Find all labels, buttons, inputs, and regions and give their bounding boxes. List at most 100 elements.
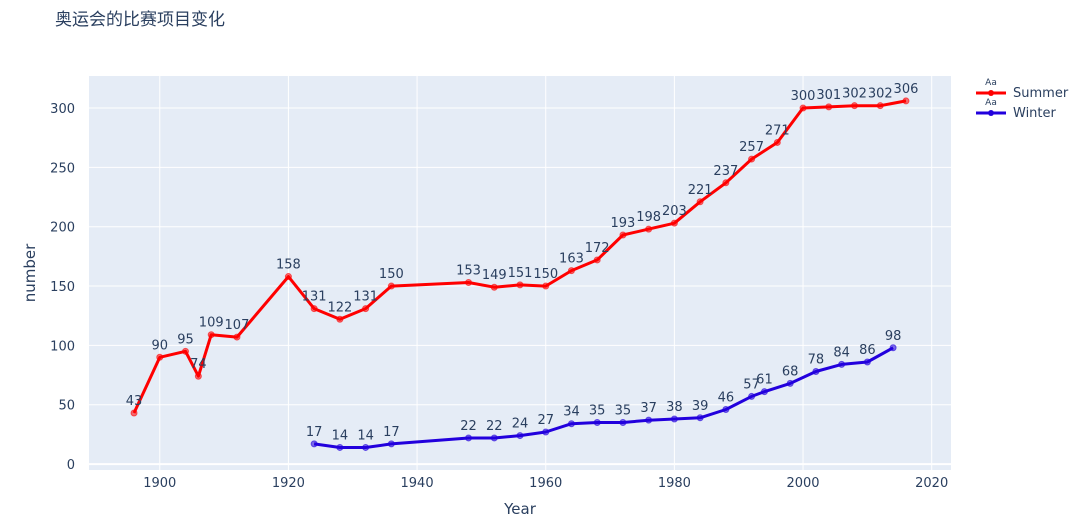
gridlines <box>89 76 951 470</box>
summer-data-label: 302 <box>842 87 867 102</box>
summer-data-label: 203 <box>662 204 687 219</box>
winter-point[interactable] <box>838 360 846 368</box>
y-axis-ticks: 0 50 100 150 200 250 300 <box>50 102 75 473</box>
winter-point[interactable] <box>336 443 344 451</box>
winter-point[interactable] <box>812 368 820 375</box>
winter-point[interactable] <box>362 443 370 451</box>
summer-point[interactable] <box>387 282 395 290</box>
series-layer <box>130 97 910 451</box>
legend-label: Summer <box>1013 86 1069 101</box>
summer-point[interactable] <box>670 219 678 227</box>
summer-point[interactable] <box>362 305 370 313</box>
summer-point[interactable] <box>696 198 704 206</box>
winter-data-label: 57 <box>743 377 760 392</box>
summer-point[interactable] <box>181 347 189 355</box>
y-tick-label: 50 <box>58 399 75 414</box>
legend-item-winter[interactable]: Aa Winter <box>976 98 1057 121</box>
summer-point[interactable] <box>851 102 859 110</box>
winter-data-label: 17 <box>383 425 400 440</box>
summer-data-label: 271 <box>765 123 790 138</box>
y-axis-title: number <box>21 243 39 302</box>
summer-point[interactable] <box>490 283 498 291</box>
summer-data-label: 153 <box>456 263 481 278</box>
legend-item-summer[interactable]: Aa Summer <box>976 78 1069 101</box>
winter-point[interactable] <box>760 388 768 396</box>
x-tick-label: 2020 <box>915 476 948 491</box>
winter-data-label: 35 <box>589 404 606 419</box>
summer-data-label: 74 <box>190 357 207 372</box>
summer-point[interactable] <box>542 282 550 290</box>
winter-point[interactable] <box>567 420 575 428</box>
winter-line[interactable] <box>313 346 894 449</box>
winter-point[interactable] <box>889 344 897 352</box>
summer-point[interactable] <box>284 273 292 281</box>
summer-point[interactable] <box>156 353 164 361</box>
winter-point[interactable] <box>863 358 871 366</box>
winter-point[interactable] <box>748 392 756 400</box>
winter-point[interactable] <box>722 405 730 413</box>
summer-point[interactable] <box>194 372 202 380</box>
summer-point[interactable] <box>465 278 473 286</box>
legend-swatch-marker <box>988 90 994 96</box>
summer-data-label: 306 <box>894 82 919 97</box>
summer-data-label: 151 <box>508 266 533 281</box>
summer-point[interactable] <box>773 138 781 146</box>
summer-point[interactable] <box>516 281 524 289</box>
summer-point[interactable] <box>748 155 756 163</box>
legend-aa-label: Aa <box>985 78 997 88</box>
winter-point[interactable] <box>645 416 653 424</box>
x-tick-label: 1980 <box>658 476 691 491</box>
y-tick-label: 0 <box>67 458 75 473</box>
summer-data-label: 107 <box>225 318 250 333</box>
x-axis-title: Year <box>503 500 537 518</box>
winter-point[interactable] <box>670 415 678 423</box>
summer-data-label: 131 <box>353 290 378 305</box>
winter-point[interactable] <box>387 440 395 448</box>
summer-point[interactable] <box>876 102 884 110</box>
winter-point[interactable] <box>542 428 550 436</box>
y-tick-label: 250 <box>50 161 75 176</box>
winter-data-label: 68 <box>782 364 799 379</box>
summer-point[interactable] <box>902 97 910 105</box>
winter-point[interactable] <box>696 414 704 422</box>
summer-data-label: 163 <box>559 252 584 267</box>
winter-data-label: 35 <box>615 404 632 419</box>
summer-point[interactable] <box>799 104 807 112</box>
winter-point[interactable] <box>619 419 627 427</box>
summer-point[interactable] <box>722 179 730 187</box>
summer-point[interactable] <box>336 315 344 323</box>
winter-point[interactable] <box>490 434 498 442</box>
winter-point[interactable] <box>465 434 473 442</box>
summer-data-label: 257 <box>739 140 764 155</box>
winter-data-label: 17 <box>306 425 323 440</box>
summer-point[interactable] <box>567 267 575 275</box>
winter-point[interactable] <box>786 379 794 387</box>
winter-data-label: 84 <box>833 345 850 360</box>
summer-point[interactable] <box>207 331 215 339</box>
summer-data-label: 90 <box>151 338 168 353</box>
summer-point[interactable] <box>825 103 833 111</box>
winter-data-label: 46 <box>718 390 735 405</box>
winter-data-label: 39 <box>692 399 709 414</box>
summer-data-label: 95 <box>177 332 194 347</box>
summer-point[interactable] <box>619 231 627 239</box>
summer-point[interactable] <box>310 305 318 313</box>
summer-data-label: 300 <box>791 89 816 104</box>
summer-point[interactable] <box>130 409 138 417</box>
winter-data-label: 78 <box>808 353 825 368</box>
x-tick-label: 1900 <box>143 476 176 491</box>
summer-point[interactable] <box>645 225 653 233</box>
winter-data-label: 27 <box>537 413 554 428</box>
winter-data-label: 61 <box>756 373 773 388</box>
summer-point[interactable] <box>593 256 601 264</box>
winter-point[interactable] <box>593 419 601 427</box>
winter-data-label: 37 <box>640 401 657 416</box>
summer-point[interactable] <box>233 333 241 341</box>
legend: Aa Summer Aa Winter <box>976 78 1069 121</box>
x-tick-label: 2000 <box>786 476 819 491</box>
winter-point[interactable] <box>310 440 318 448</box>
winter-data-label: 86 <box>859 343 876 358</box>
winter-point[interactable] <box>516 432 524 440</box>
